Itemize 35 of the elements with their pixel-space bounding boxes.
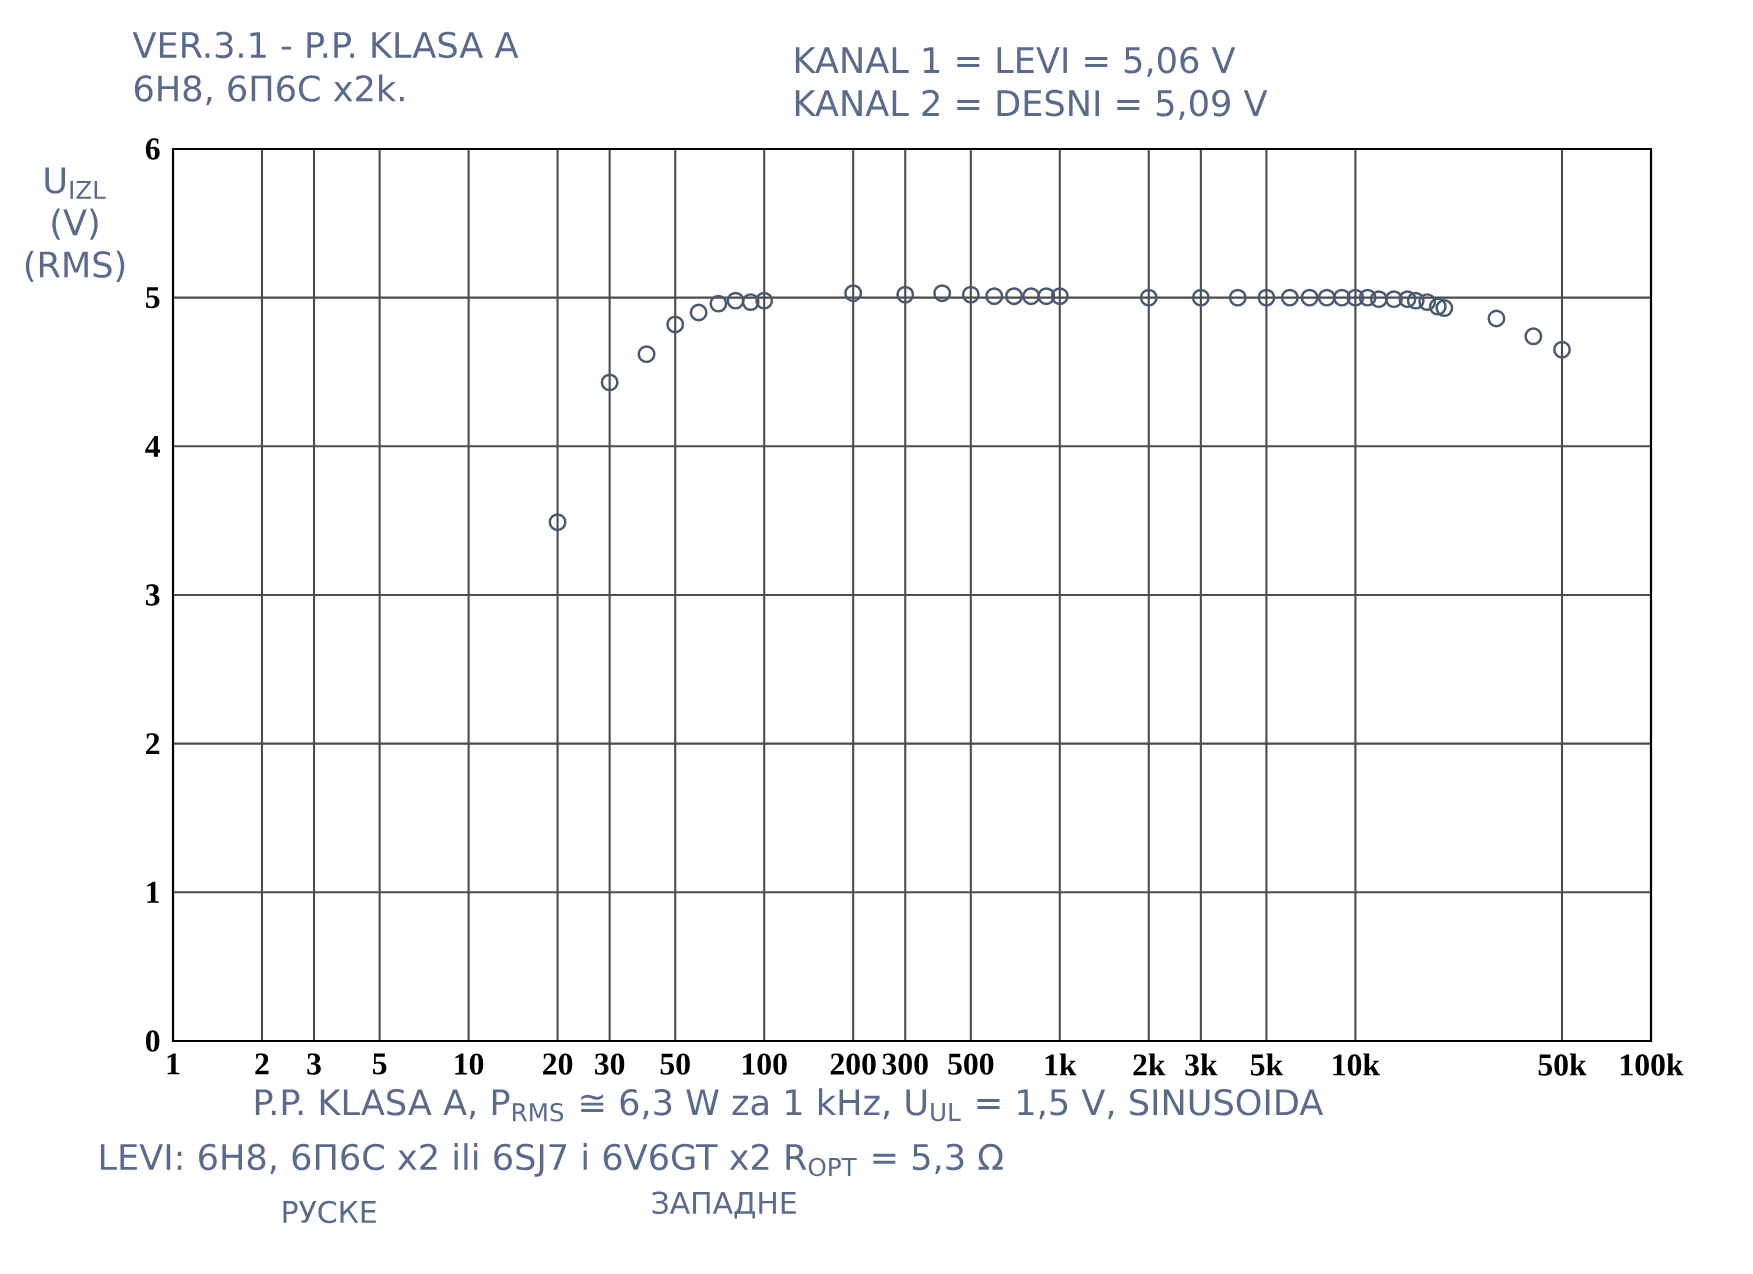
y-tick-label: 0 — [145, 1030, 160, 1052]
text: ЗАПАДНЕ — [652, 1191, 796, 1219]
x-tick-label: 50k — [1538, 1053, 1587, 1076]
chart-subtitle: 6Н8, 6П6С x2k. — [134, 74, 404, 106]
x-tick-label: 2 — [255, 1053, 269, 1075]
text: KANAL 2 = DESNI = 5,09 V — [795, 89, 1268, 121]
x-tick-label: 5k — [1250, 1053, 1284, 1076]
text: LEVI: 6Н8, 6П6С x2 ili 6SJ7 i 6V6GT x2 R$_{OPT}$ = 5,3 Ω — [100, 1143, 1003, 1177]
x-tick-label: 3 — [307, 1053, 321, 1075]
x-tick-label: 1 — [167, 1053, 180, 1075]
y-tick-label: 4 — [145, 435, 160, 457]
x-tick-label: 200 — [830, 1053, 876, 1075]
text: KANAL 1 = LEVI = 5,06 V — [795, 46, 1236, 78]
x-tick-label: 1k — [1045, 1053, 1077, 1076]
chart-title: VER.3.1 - P.P. KLASA A — [132, 31, 519, 59]
x-tick-label: 300 — [882, 1053, 928, 1075]
y-tick-label: 5 — [146, 287, 160, 309]
y-tick-label: 6 — [145, 138, 160, 160]
x-tick-label: 2k — [1133, 1053, 1166, 1076]
x-tick-label: 3k — [1185, 1053, 1218, 1076]
x-tick-label: 100 — [743, 1053, 787, 1075]
x-tick-label: 30 — [595, 1053, 625, 1075]
text: РУСКЕ — [283, 1200, 376, 1224]
x-tick-label: 50 — [660, 1053, 690, 1075]
y-tick-label: 2 — [146, 733, 160, 755]
x-tick-label: 10k — [1333, 1053, 1380, 1076]
x-tick-label: 500 — [948, 1053, 994, 1075]
text: P.P. KLASA A, P$_{RMS}$ ≅ 6,3 W za 1 kHz, U$_{UL}$ = 1,5 V, SINUSOIDA — [255, 1088, 1324, 1122]
y-tick-label: 1 — [147, 881, 159, 903]
x-tick-label: 20 — [543, 1053, 573, 1075]
x-tick-label: 10 — [455, 1053, 484, 1075]
y-tick-label: 3 — [145, 584, 160, 606]
x-tick-label: 5 — [372, 1053, 387, 1075]
x-tick-label: 100k — [1621, 1053, 1684, 1076]
y-axis-title: U$_{IZL}$ (V) (RMS) — [25, 167, 125, 282]
